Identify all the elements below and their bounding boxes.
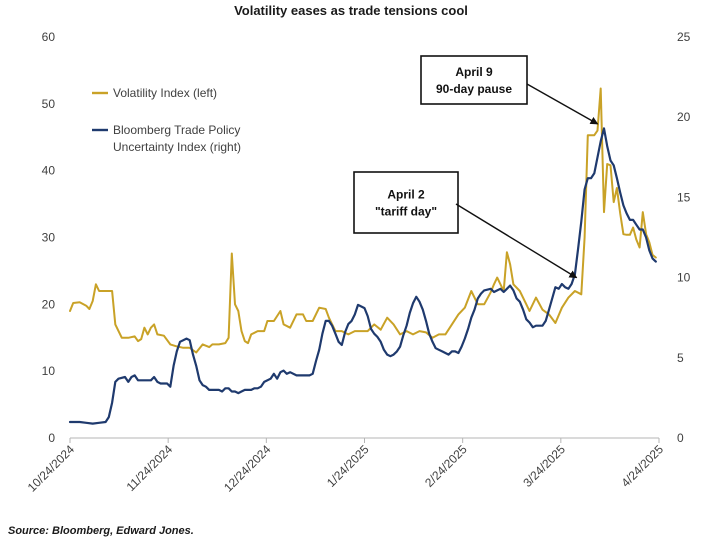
y-right-tick-label: 0 xyxy=(677,431,684,445)
y-left-tick-label: 30 xyxy=(42,231,56,245)
chart-title: Volatility eases as trade tensions cool xyxy=(234,3,468,18)
annotation-text: April 2 xyxy=(387,188,425,202)
legend-label: Bloomberg Trade Policy Uncertainty Index … xyxy=(113,123,241,154)
chart-source: Source: Bloomberg, Edward Jones. xyxy=(8,525,194,537)
y-left-tick-label: 50 xyxy=(42,97,56,111)
y-left-tick-label: 0 xyxy=(48,431,55,445)
annotation-box xyxy=(353,171,459,234)
annotation-text: April 9 xyxy=(455,65,493,79)
annotation-arrow xyxy=(526,83,599,125)
y-left-tick-label: 60 xyxy=(42,30,56,44)
y-right-tick-label: 5 xyxy=(677,351,684,365)
series-layer xyxy=(68,87,657,425)
series-line-trade-policy-uncertainty xyxy=(68,127,657,425)
y-right-tick-label: 10 xyxy=(677,271,691,285)
annotation-text: "tariff day" xyxy=(375,205,437,219)
series-line-volatility-index xyxy=(69,87,657,354)
legend: Volatility Index (left) Bloomberg Trade P… xyxy=(92,86,241,154)
y-left-tick-label: 10 xyxy=(42,364,56,378)
y-left-tick-label: 20 xyxy=(42,297,56,311)
legend-label: Volatility Index (left) xyxy=(113,86,217,100)
y-right-tick-label: 25 xyxy=(677,30,691,44)
annotations: April 9 90-day pause April 2 "tariff day" xyxy=(353,55,599,279)
annotation-text: 90-day pause xyxy=(436,82,512,96)
y-right-tick-label: 20 xyxy=(677,110,691,124)
y-left-tick-label: 40 xyxy=(42,164,56,178)
annotation-box xyxy=(420,55,528,105)
y-right-tick-label: 15 xyxy=(677,190,691,204)
annotation-arrow xyxy=(455,203,578,279)
